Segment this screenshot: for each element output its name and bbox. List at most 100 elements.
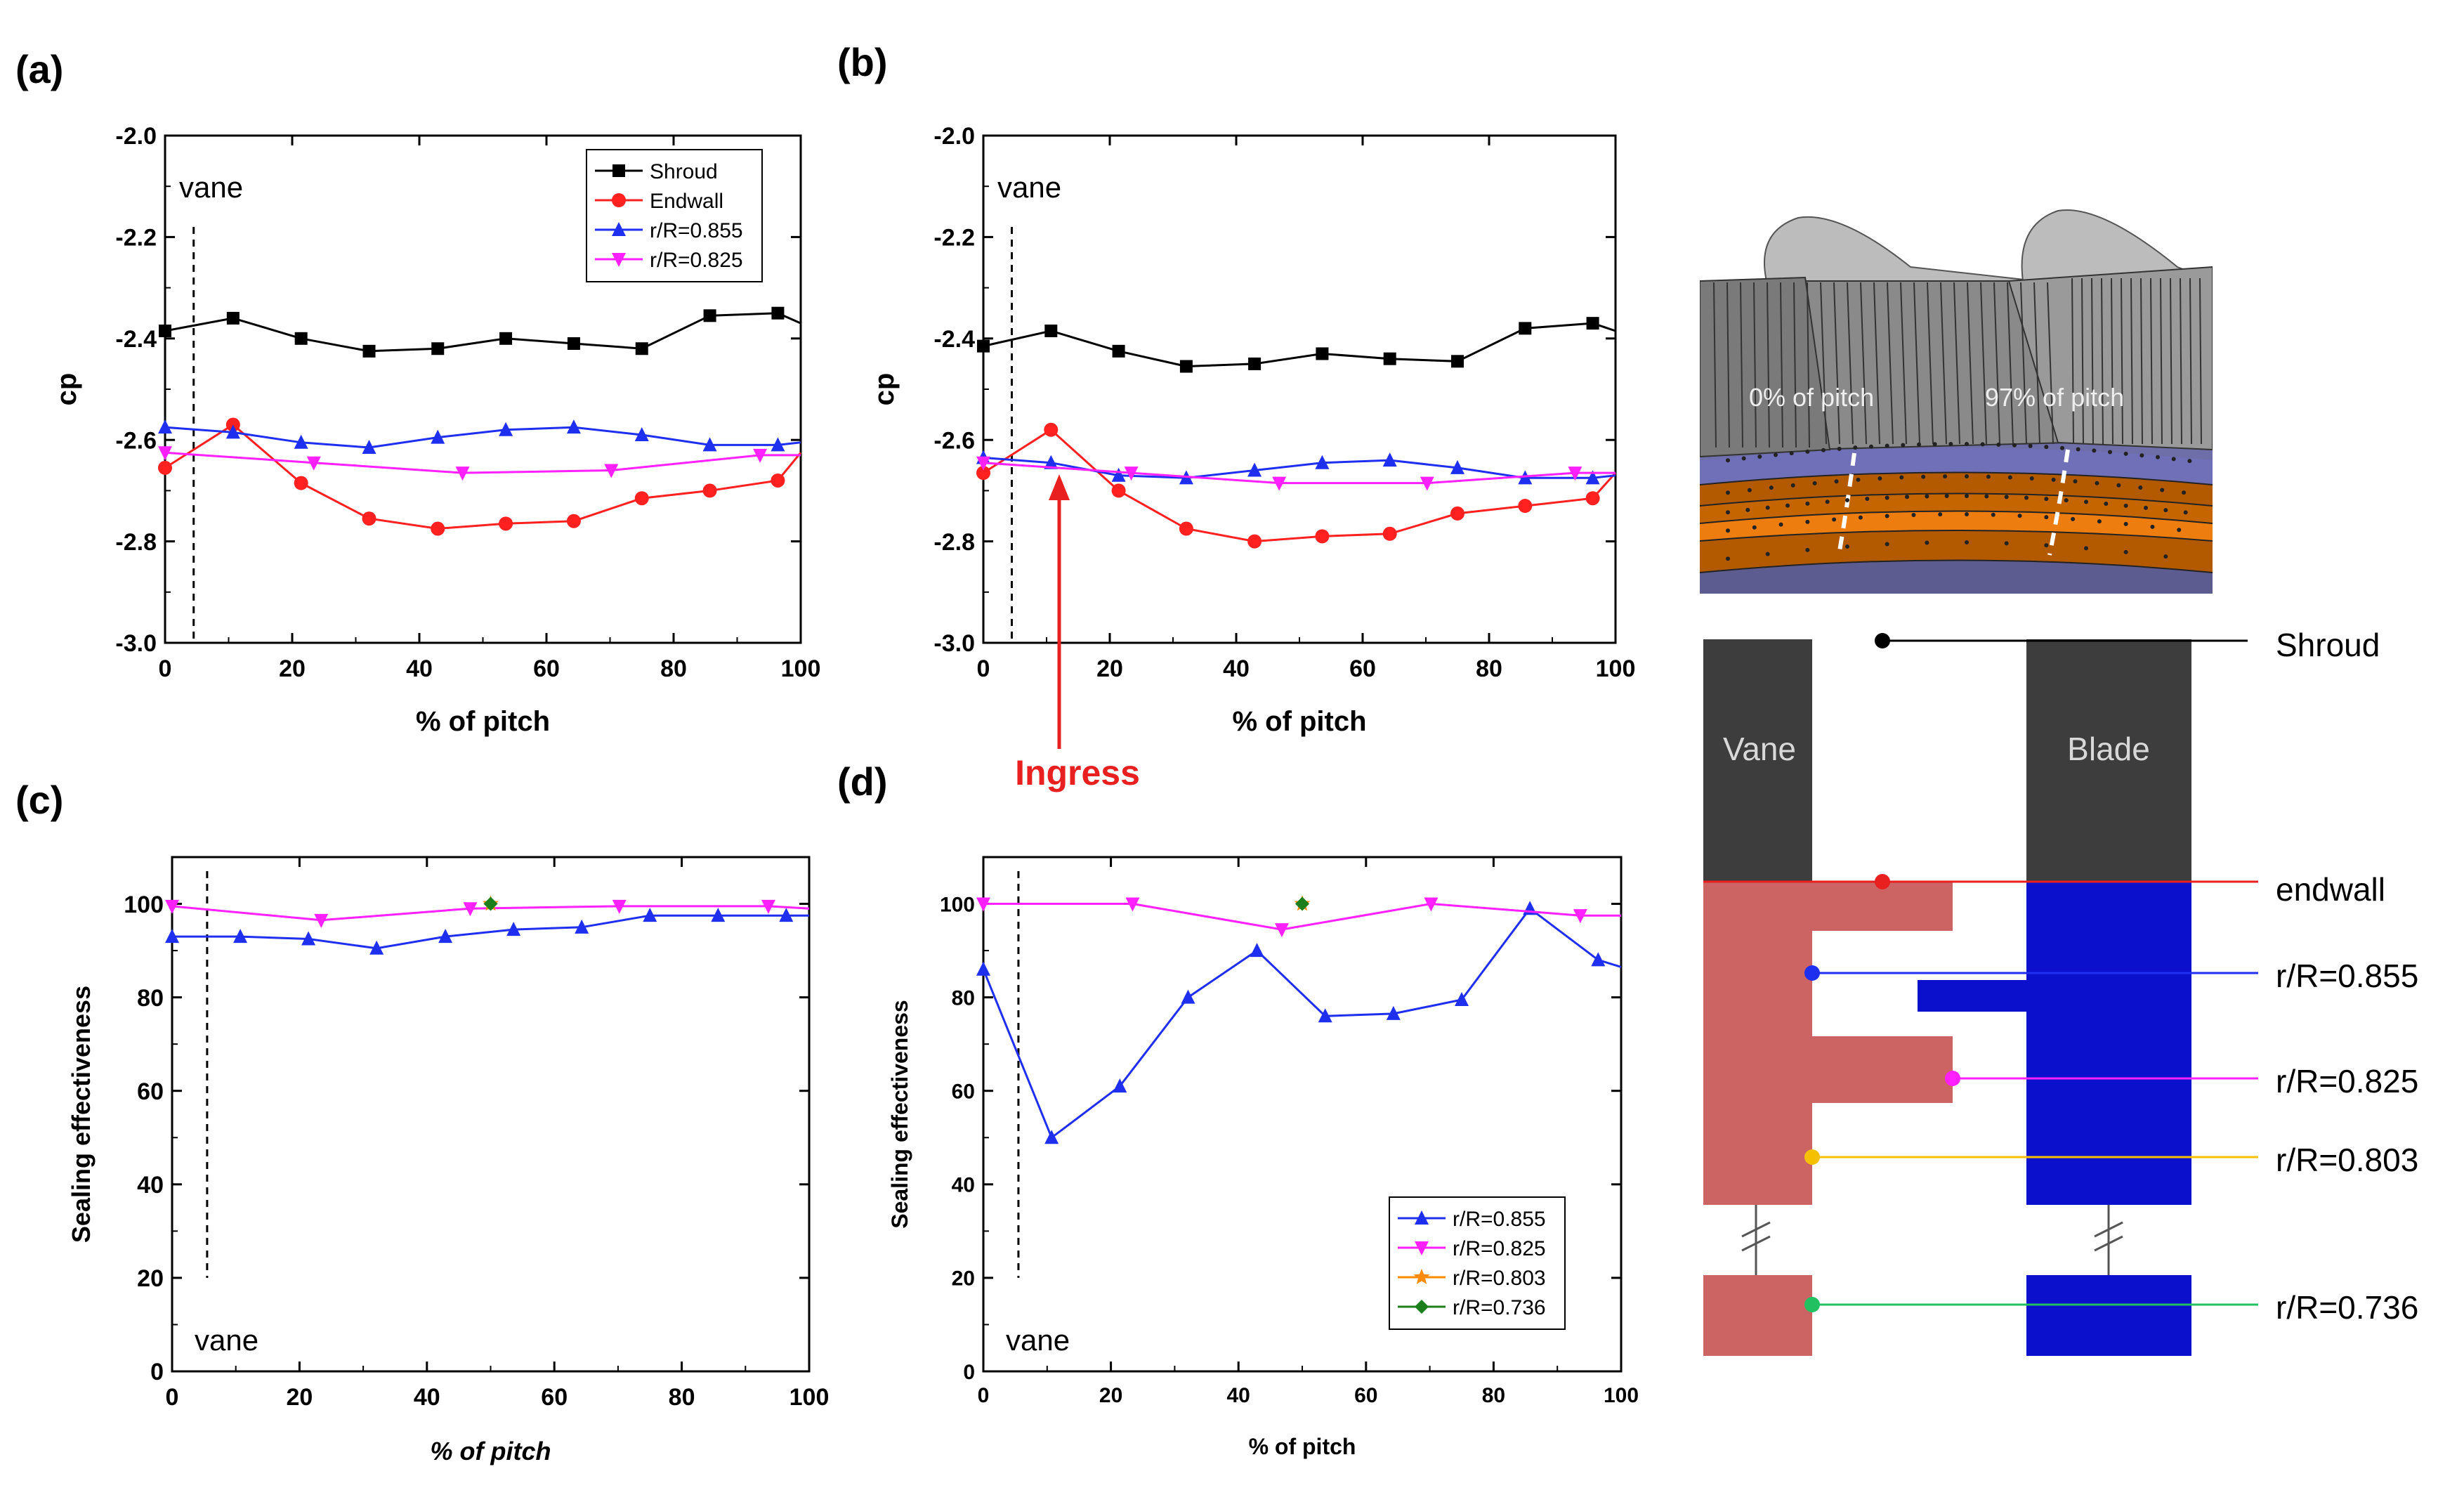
y-tick-label: 100 — [124, 892, 164, 918]
hub-dot — [2004, 495, 2009, 500]
fin-line — [1726, 282, 1730, 448]
fin-line — [1833, 282, 1840, 445]
label-97-pitch: 97% of pitch — [1985, 383, 2124, 412]
hub-dot — [2183, 510, 2188, 515]
data-point — [463, 902, 478, 917]
x-tick-label: 80 — [1476, 655, 1502, 682]
y-tick-label: -2.4 — [115, 326, 157, 353]
fin-line — [1913, 282, 1920, 445]
data-point — [753, 448, 768, 463]
data-point — [1573, 909, 1587, 924]
data-point — [506, 922, 521, 936]
y-tick-label: -3.0 — [933, 630, 975, 657]
fin-line — [2047, 282, 2054, 445]
hub-dot — [2071, 516, 2076, 521]
data-point — [1113, 1078, 1127, 1093]
rotor-disc-lower — [2026, 1275, 2191, 1356]
data-point — [1315, 455, 1330, 469]
data-point — [977, 339, 990, 353]
hub-dot — [1911, 512, 1916, 517]
hub-dot — [2144, 505, 2148, 510]
fin-line — [2091, 278, 2094, 445]
x-tick-label: 40 — [1227, 1384, 1250, 1407]
data-point — [1424, 897, 1439, 912]
hub-dot — [1805, 449, 1810, 454]
legend: Shroud Endwall r/R=0.855 r/R=0.825 — [586, 149, 763, 282]
ingress-arrow-head — [1049, 474, 1070, 500]
hub-dot — [1747, 488, 1752, 492]
vane-label: vane — [195, 1324, 258, 1357]
hub-dot — [1965, 474, 1969, 479]
fin-line — [1860, 282, 1867, 445]
data-point — [1316, 347, 1329, 360]
data-point — [1247, 534, 1262, 549]
data-point — [1111, 483, 1126, 498]
ingress-label: Ingress — [1015, 753, 1140, 792]
hub-dot — [2108, 450, 2112, 455]
data-point — [1318, 1008, 1332, 1023]
fin-line — [1740, 282, 1743, 448]
hub-dot — [2138, 485, 2143, 490]
chart-c-sealing: 0 20 40 60 80 100 0 20 40 60 80 100 % of pitch Sealin… — [67, 856, 829, 1465]
data-point — [362, 344, 376, 358]
label-r825: r/R=0.825 — [2276, 1063, 2418, 1099]
x-tick-label: 80 — [669, 1384, 695, 1411]
legend-entry: r/R=0.855 — [1453, 1208, 1546, 1231]
data-point — [634, 491, 649, 506]
data-point — [165, 899, 179, 914]
y-tick-label: -2.0 — [933, 123, 975, 150]
stator-disc — [1703, 882, 1953, 1205]
data-point — [314, 913, 329, 928]
data-point — [702, 437, 717, 452]
blade-top-2 — [2021, 209, 2213, 282]
x-tick-label: 100 — [1604, 1384, 1639, 1407]
hub-dot — [2160, 488, 2165, 492]
hub-dot — [2084, 500, 2088, 504]
fin-line — [1807, 282, 1810, 448]
blade-label: Blade — [2067, 731, 2150, 767]
x-tick-label: 80 — [660, 655, 687, 682]
hub-band-5 — [1700, 560, 2213, 594]
hub-dot — [1925, 494, 1929, 499]
data-point — [1450, 459, 1464, 474]
fin-line — [2180, 278, 2182, 445]
fin-line — [1767, 282, 1770, 448]
data-point — [294, 332, 308, 345]
hub-dot — [2182, 490, 2187, 495]
data-point — [1112, 344, 1125, 358]
hub-band-3 — [1700, 511, 2213, 541]
data-point — [1248, 357, 1262, 370]
x-axis-label: % of pitch — [431, 1437, 551, 1465]
hub-dot — [2028, 443, 2033, 448]
fin-line — [2170, 278, 2173, 445]
legend-marker — [612, 164, 625, 177]
hub-dot — [1726, 458, 1730, 463]
hub-dot — [1948, 442, 1953, 447]
series-line-endwall — [164, 423, 802, 530]
data-point — [306, 456, 321, 471]
hub-dot — [1726, 510, 1730, 515]
plot-frame — [982, 134, 1617, 644]
data-point — [483, 896, 498, 911]
y-tick-label: -2.2 — [115, 225, 157, 252]
data-point — [1125, 897, 1140, 912]
label-r803: r/R=0.803 — [2276, 1142, 2418, 1178]
x-tick-label: 40 — [406, 655, 433, 682]
data-point — [1272, 476, 1287, 491]
hub-dot — [1805, 501, 1810, 506]
fin-line — [1873, 282, 1880, 445]
label-shroud: Shroud — [2276, 627, 2380, 663]
r736-probe — [1804, 1297, 1820, 1312]
hub-dot — [1986, 474, 1991, 479]
data-point — [438, 929, 453, 944]
x-axis-label: % of pitch — [1232, 706, 1366, 737]
hub-dot — [2123, 503, 2128, 508]
chart-b-cp: 0 20 40 60 80 100 -3.0 -2.8 -2.6 -2.4 -2.2 -2.0 % of… — [869, 123, 1635, 737]
hub-dot — [1845, 544, 1849, 549]
hub-dot — [1980, 442, 1985, 447]
hub-dot — [1765, 551, 1770, 556]
data-point — [1518, 499, 1533, 514]
data-point — [499, 516, 513, 531]
cavity-schematic: Vane Blade Shroud end — [1703, 627, 2418, 1356]
